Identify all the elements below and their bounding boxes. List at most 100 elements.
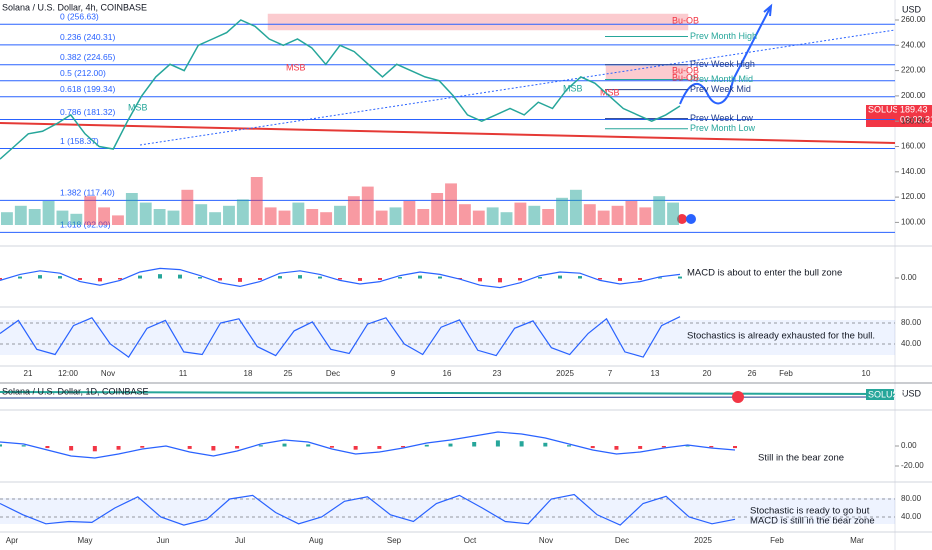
macd-histogram (138, 275, 142, 279)
macd-histogram (0, 444, 2, 447)
marker-label: Bu-OB (672, 72, 699, 82)
level-label: Prev Month Mid (690, 74, 753, 84)
macd-histogram (398, 277, 402, 279)
macd-histogram (338, 278, 342, 280)
order-block (267, 13, 689, 31)
volume-bar (98, 207, 111, 225)
x-tick-label: Sep (387, 536, 402, 545)
macd-histogram (567, 445, 572, 447)
fib-label: 0.618 (199.34) (60, 84, 115, 94)
price-tag (897, 105, 932, 127)
volume-bar (611, 205, 624, 225)
macd-histogram (678, 276, 682, 279)
x-tick-label: Nov (539, 536, 553, 545)
annotation: Stochastic is ready to go but (750, 506, 870, 517)
volume-bar (334, 205, 346, 225)
macd-histogram (614, 446, 619, 450)
trend-line (0, 122, 896, 144)
fib-label: 0.5 (212.00) (60, 68, 106, 78)
macd-histogram (518, 278, 522, 281)
volume-bar (375, 210, 388, 225)
macd-histogram (472, 442, 477, 447)
macd-histogram (98, 278, 102, 282)
volume-bar (1, 212, 13, 225)
macd-histogram (378, 278, 382, 280)
macd-histogram (218, 278, 222, 281)
x-tick-label: Jul (235, 536, 245, 545)
macd-histogram (458, 278, 462, 279)
marker-label: Bu-OB (672, 65, 699, 75)
macd-histogram (498, 278, 502, 283)
x-tick-label: Apr (6, 536, 19, 545)
price-tag (866, 389, 894, 400)
volume-bar (347, 196, 360, 225)
x-tick-label: 20 (703, 369, 712, 378)
currency: USD (902, 388, 922, 398)
macd-histogram (187, 446, 192, 449)
macd-histogram (519, 441, 524, 447)
macd-histogram (661, 446, 666, 448)
volume-bar (653, 196, 666, 225)
level-label: Prev Month High (690, 31, 757, 41)
marker-label: MSB (286, 62, 306, 72)
volume-bar (112, 215, 124, 225)
macd-histogram (438, 276, 442, 279)
y-tick-label: 80.00 (901, 318, 922, 327)
volume-bar (292, 202, 305, 225)
macd-histogram (235, 446, 240, 449)
volume-bar (28, 209, 41, 225)
volume-bar (84, 196, 97, 225)
macd-histogram (401, 446, 406, 448)
macd-histogram (538, 277, 542, 279)
macd-histogram (140, 446, 145, 448)
macd-histogram (353, 446, 358, 450)
volume-bar (181, 189, 194, 225)
annotation: MACD is still in the bear zone (750, 516, 875, 527)
volume-bar (528, 205, 541, 225)
marker-label: MSB (600, 87, 620, 97)
marker-label: MSB (128, 102, 148, 112)
countdown: 03:03:31 (900, 114, 932, 124)
macd-histogram (58, 276, 62, 279)
volume-bar (56, 210, 69, 225)
volume-bar (514, 202, 527, 225)
macd-histogram (38, 275, 42, 279)
last-price: 189.43 (900, 104, 928, 114)
y-tick-label: 40.00 (901, 339, 922, 348)
macd-histogram (418, 275, 422, 279)
fib-label: 0.382 (224.65) (60, 52, 115, 62)
volume-bar (209, 212, 222, 225)
volume-bar (223, 205, 235, 225)
y-tick-label: 180.00 (901, 116, 926, 125)
macd-histogram (116, 446, 121, 450)
macd-histogram (618, 278, 622, 281)
fib-label: 0 (256.63) (60, 12, 99, 22)
macd-line (0, 267, 681, 289)
currency: USD (902, 4, 922, 14)
y-tick-label: -20.00 (901, 461, 924, 470)
macd-histogram (18, 276, 22, 279)
macd-histogram (45, 446, 50, 449)
marker-label: MSB (563, 83, 583, 93)
marker-label: Bu-OB (672, 15, 699, 25)
fib-label: 0.786 (181.32) (60, 107, 115, 117)
x-tick-label: Dec (326, 369, 340, 378)
level-line (0, 396, 896, 399)
x-tick-label: 7 (608, 369, 613, 378)
volume-bar (639, 207, 652, 225)
volume-bar (472, 210, 485, 225)
x-tick-label: Jun (157, 536, 170, 545)
macd-histogram (424, 444, 429, 447)
fib-label: 1.382 (117.40) (60, 188, 115, 198)
macd-histogram (306, 444, 311, 447)
level-label: Prev Week High (690, 59, 755, 69)
y-tick-label: 160.00 (901, 142, 926, 151)
macd-histogram (448, 443, 453, 447)
x-tick-label: 2025 (694, 536, 712, 545)
x-tick-label: Nov (101, 369, 115, 378)
volume-bar (42, 201, 55, 225)
macd-histogram (21, 445, 26, 447)
volume-bar (70, 213, 83, 225)
y-tick-label: 240.00 (901, 40, 926, 49)
